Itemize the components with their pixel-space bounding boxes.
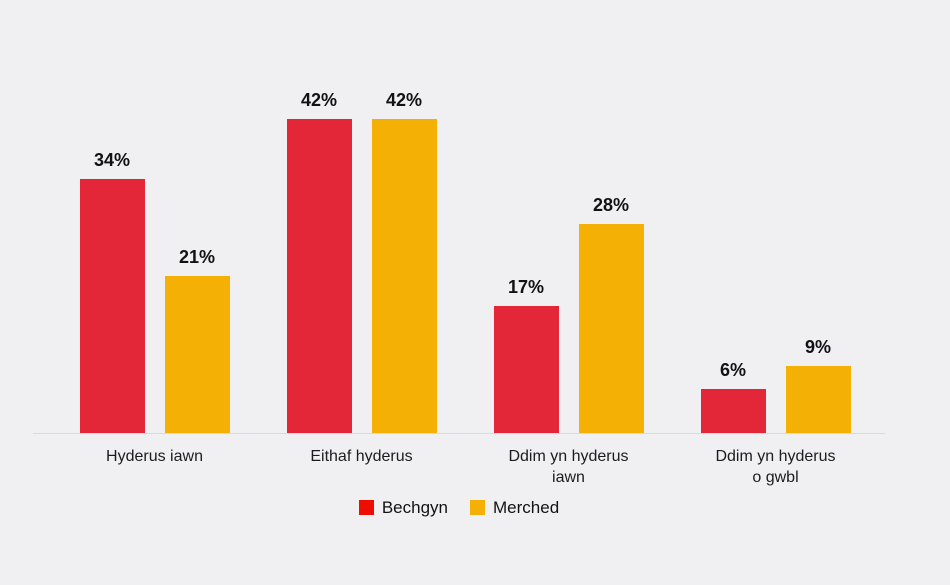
legend-swatch-merched: [470, 500, 486, 515]
value-label: 34%: [93, 150, 131, 171]
x-axis-label: Hyderus iawn: [106, 448, 203, 465]
bar-merched: [164, 276, 230, 434]
legend: Bechgyn Merched: [33, 499, 885, 516]
bar-bechgyn: [79, 179, 145, 434]
bar-pair: 42% 42%: [286, 90, 437, 434]
value-label: 9%: [804, 337, 831, 358]
bar-pair: 6% 9%: [700, 337, 851, 434]
bar-column: 42%: [286, 90, 352, 434]
value-label: 42%: [385, 90, 423, 111]
bar-column: 42%: [371, 90, 437, 434]
bar-merched: [371, 119, 437, 434]
legend-label-bechgyn: Bechgyn: [381, 498, 449, 517]
bar-column: 6%: [700, 360, 766, 434]
bar-merched: [785, 366, 851, 434]
bar-group: 17% 28%: [465, 0, 672, 434]
legend-label-merched: Merched: [493, 498, 560, 517]
value-label: 21%: [178, 247, 216, 268]
bar-group: 34% 21%: [51, 0, 258, 434]
bar-column: 17%: [493, 277, 559, 434]
x-axis-line: [33, 433, 885, 434]
x-axis-label: Ddim yn hyderus iawn: [508, 448, 629, 486]
legend-item-bechgyn: Bechgyn: [358, 498, 449, 517]
x-axis-label: Eithaf hyderus: [310, 448, 413, 465]
x-axis-labels: Hyderus iawn Eithaf hyderus Ddim yn hyderu…: [51, 446, 879, 488]
value-label: 28%: [592, 195, 630, 216]
bar-pair: 34% 21%: [79, 150, 230, 434]
bar-column: 34%: [79, 150, 145, 434]
bar-group: 6% 9%: [672, 0, 879, 434]
legend-swatch-bechgyn: [358, 500, 374, 515]
bar-column: 28%: [578, 195, 644, 434]
bar-group: 42% 42%: [258, 0, 465, 434]
bar-column: 21%: [164, 247, 230, 434]
value-label: 6%: [719, 360, 746, 381]
bar-merched: [578, 224, 644, 434]
bar-bechgyn: [286, 119, 352, 434]
plot-area: 34% 21% 42% 42% 17% 28% 6% 9%: [51, 0, 879, 434]
bar-pair: 17% 28%: [493, 195, 644, 434]
bar-bechgyn: [493, 306, 559, 434]
value-label: 17%: [507, 277, 545, 298]
value-label: 42%: [300, 90, 338, 111]
bar-column: 9%: [785, 337, 851, 434]
bar-bechgyn: [700, 389, 766, 434]
x-axis-label: Ddim yn hyderus o gwbl: [715, 448, 836, 486]
legend-item-merched: Merched: [470, 499, 559, 516]
